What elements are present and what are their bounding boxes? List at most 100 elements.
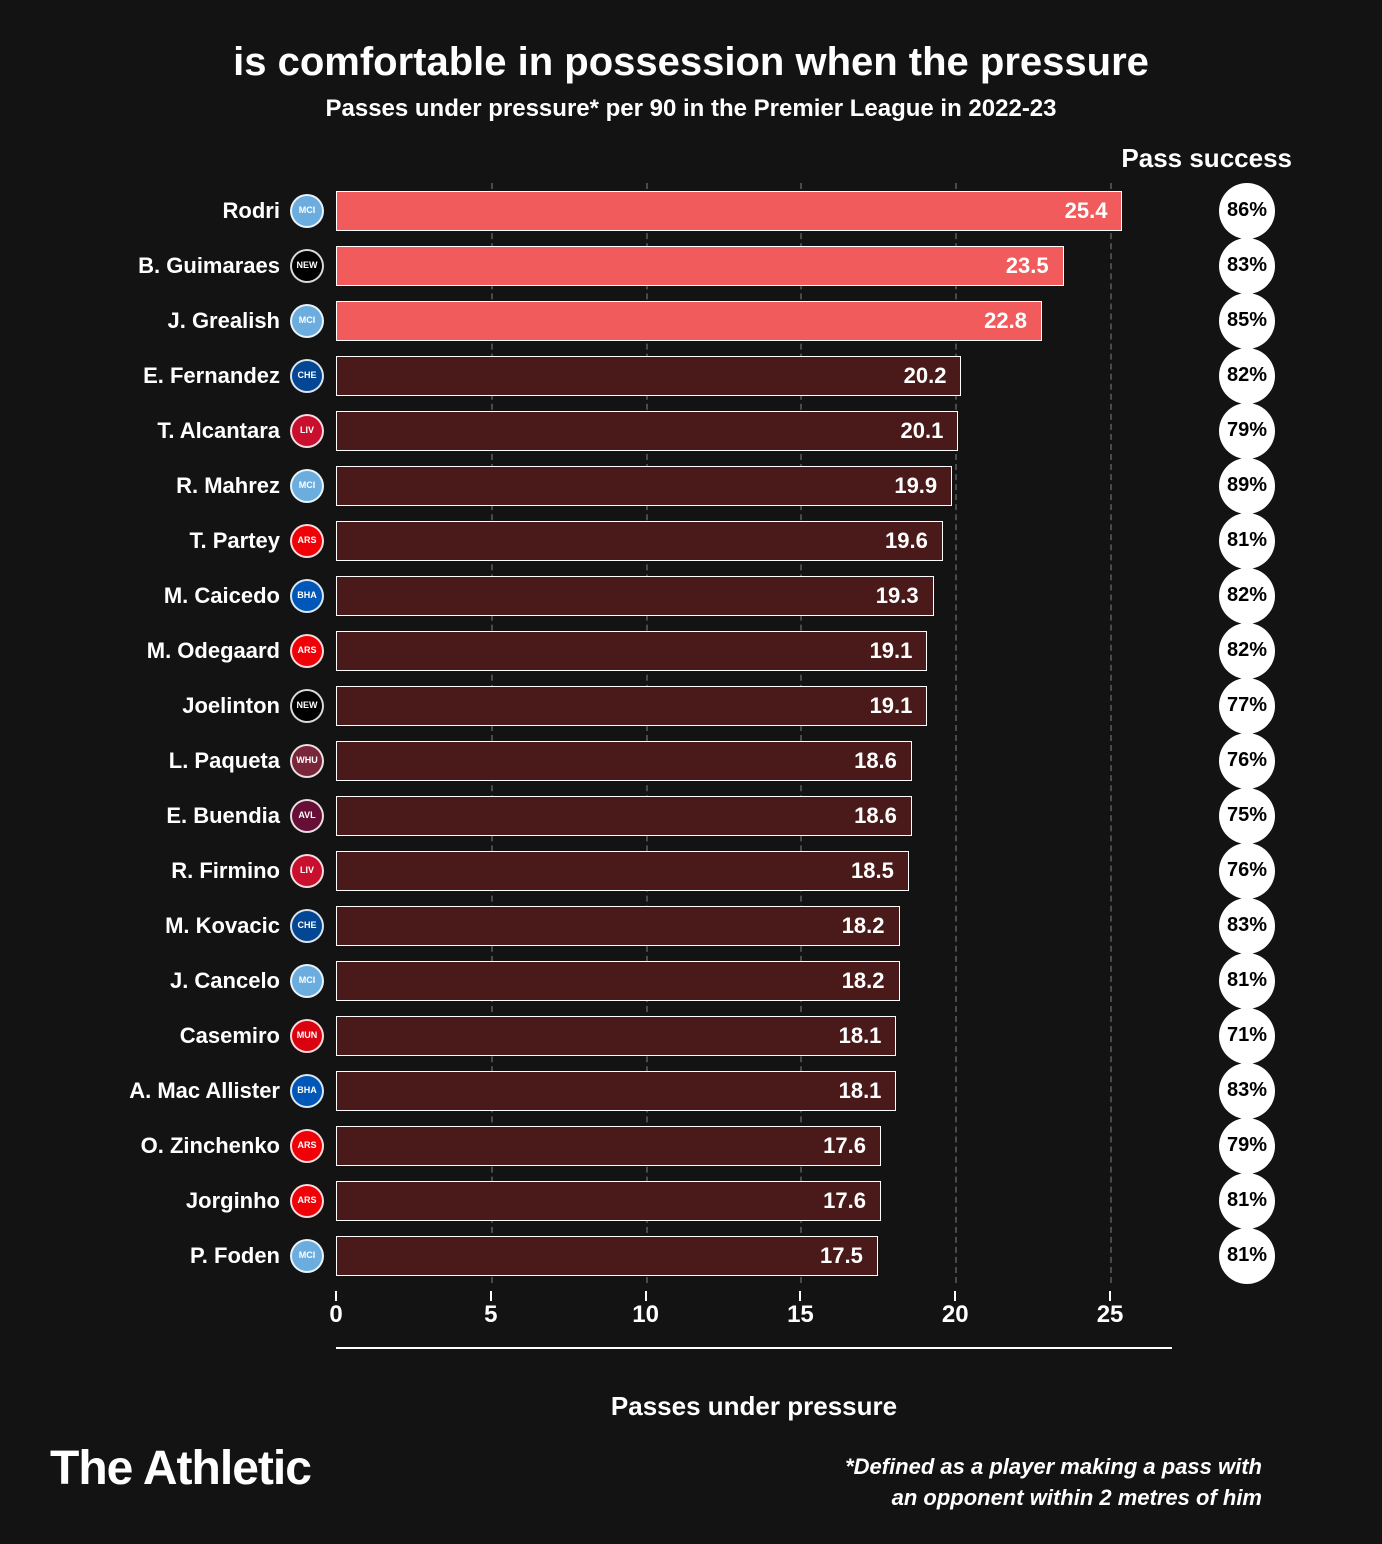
- player-name: A. Mac Allister: [90, 1078, 290, 1104]
- player-name: J. Cancelo: [90, 968, 290, 994]
- bar: 18.1: [336, 1071, 896, 1111]
- chart-row: O. ZinchenkoARS17.679%: [90, 1118, 1322, 1173]
- club-badge: WHU: [290, 744, 324, 778]
- x-tick-label: 20: [942, 1301, 969, 1329]
- bar-track: 25.4: [336, 183, 1172, 238]
- bar-track: 18.6: [336, 733, 1172, 788]
- player-name: J. Grealish: [90, 308, 290, 334]
- x-tick-label: 25: [1097, 1301, 1124, 1329]
- pass-success-badge: 81%: [1219, 1228, 1275, 1284]
- brand-logo: The Athletic: [50, 1441, 311, 1496]
- chart-row: R. MahrezMCI19.989%: [90, 458, 1322, 513]
- player-name: M. Odegaard: [90, 638, 290, 664]
- player-name: M. Kovacic: [90, 913, 290, 939]
- bar-track: 17.6: [336, 1173, 1172, 1228]
- bar-track: 18.1: [336, 1008, 1172, 1063]
- player-name: E. Fernandez: [90, 363, 290, 389]
- bar: 18.2: [336, 961, 900, 1001]
- bar-track: 19.9: [336, 458, 1172, 513]
- chart-row: E. FernandezCHE20.282%: [90, 348, 1322, 403]
- bar-track: 20.1: [336, 403, 1172, 458]
- player-name: M. Caicedo: [90, 583, 290, 609]
- chart-row: CasemiroMUN18.171%: [90, 1008, 1322, 1063]
- chart-row: J. GrealishMCI 22.8 85%: [90, 293, 1322, 348]
- x-tick-mark: [1109, 1291, 1111, 1301]
- bar-track: 19.3: [336, 568, 1172, 623]
- bar-track: 19.1: [336, 623, 1172, 678]
- club-badge: MCI: [290, 304, 324, 338]
- chart-row: JorginhoARS 17.6 81%: [90, 1173, 1322, 1228]
- bar-track: 18.1: [336, 1063, 1172, 1118]
- x-tick-label: 5: [484, 1301, 497, 1329]
- player-name: T. Partey: [90, 528, 290, 554]
- bar: 20.2: [336, 356, 961, 396]
- pass-success-badge: 82%: [1219, 623, 1275, 679]
- x-tick-label: 10: [632, 1301, 659, 1329]
- club-badge: MCI: [290, 194, 324, 228]
- player-name: R. Mahrez: [90, 473, 290, 499]
- bar: 19.6: [336, 521, 943, 561]
- chart-row: A. Mac AllisterBHA18.183%: [90, 1063, 1322, 1118]
- bar-track: 18.5: [336, 843, 1172, 898]
- player-name: P. Foden: [90, 1243, 290, 1269]
- club-badge: ARS: [290, 1184, 324, 1218]
- bar: 18.6: [336, 796, 912, 836]
- player-name: E. Buendia: [90, 803, 290, 829]
- chart-row: JoelintonNEW19.177%: [90, 678, 1322, 733]
- club-badge: ARS: [290, 1129, 324, 1163]
- pass-success-badge: 85%: [1219, 293, 1275, 349]
- bar: 18.2: [336, 906, 900, 946]
- x-tick-label: 15: [787, 1301, 814, 1329]
- bar: 19.3: [336, 576, 934, 616]
- x-tick-mark: [954, 1291, 956, 1301]
- x-tick-mark: [335, 1291, 337, 1301]
- club-badge: BHA: [290, 1074, 324, 1108]
- bar-chart: RodriMCI25.486%B. GuimaraesNEW23.583%J. …: [90, 153, 1322, 1283]
- player-name: B. Guimaraes: [90, 253, 290, 279]
- chart-row: L. PaquetaWHU18.676%: [90, 733, 1322, 788]
- chart-subtitle: Passes under pressure* per 90 in the Pre…: [60, 95, 1322, 123]
- x-tick-mark: [645, 1291, 647, 1301]
- club-badge: MCI: [290, 1239, 324, 1273]
- pass-success-badge: 76%: [1219, 843, 1275, 899]
- chart-row: T. ParteyARS19.681%: [90, 513, 1322, 568]
- pass-success-badge: 81%: [1219, 1173, 1275, 1229]
- chart-row: M. CaicedoBHA19.382%: [90, 568, 1322, 623]
- club-badge: CHE: [290, 359, 324, 393]
- bar: 19.9: [336, 466, 952, 506]
- pass-success-badge: 79%: [1219, 403, 1275, 459]
- player-name: Rodri: [90, 198, 290, 224]
- chart-row: R. FirminoLIV 18.5 76%: [90, 843, 1322, 898]
- pass-success-badge: 77%: [1219, 678, 1275, 734]
- x-tick-mark: [799, 1291, 801, 1301]
- bar: 19.1: [336, 631, 927, 671]
- chart-row: E. BuendiaAVL18.675%: [90, 788, 1322, 843]
- pass-success-badge: 83%: [1219, 238, 1275, 294]
- pass-success-badge: 81%: [1219, 513, 1275, 569]
- x-tick-mark: [490, 1291, 492, 1301]
- club-badge: CHE: [290, 909, 324, 943]
- pass-success-badge: 86%: [1219, 183, 1275, 239]
- pass-success-badge: 71%: [1219, 1008, 1275, 1064]
- bar-track: 19.6: [336, 513, 1172, 568]
- chart-row: M. OdegaardARS 19.1 82%: [90, 623, 1322, 678]
- player-name: T. Alcantara: [90, 418, 290, 444]
- bar: 17.6: [336, 1181, 881, 1221]
- chart-row: P. FodenMCI17.581%: [90, 1228, 1322, 1283]
- x-axis-line: [336, 1347, 1172, 1349]
- player-name: O. Zinchenko: [90, 1133, 290, 1159]
- bar-track: 22.8: [336, 293, 1172, 348]
- club-badge: BHA: [290, 579, 324, 613]
- x-tick-label: 0: [329, 1301, 342, 1329]
- bar: 17.6: [336, 1126, 881, 1166]
- club-badge: MCI: [290, 469, 324, 503]
- club-badge: MCI: [290, 964, 324, 998]
- bar: 18.5: [336, 851, 909, 891]
- bar-track: 19.1: [336, 678, 1172, 733]
- club-badge: LIV: [290, 854, 324, 888]
- pass-success-badge: 75%: [1219, 788, 1275, 844]
- player-name: R. Firmino: [90, 858, 290, 884]
- player-name: Jorginho: [90, 1188, 290, 1214]
- club-badge: ARS: [290, 634, 324, 668]
- club-badge: MUN: [290, 1019, 324, 1053]
